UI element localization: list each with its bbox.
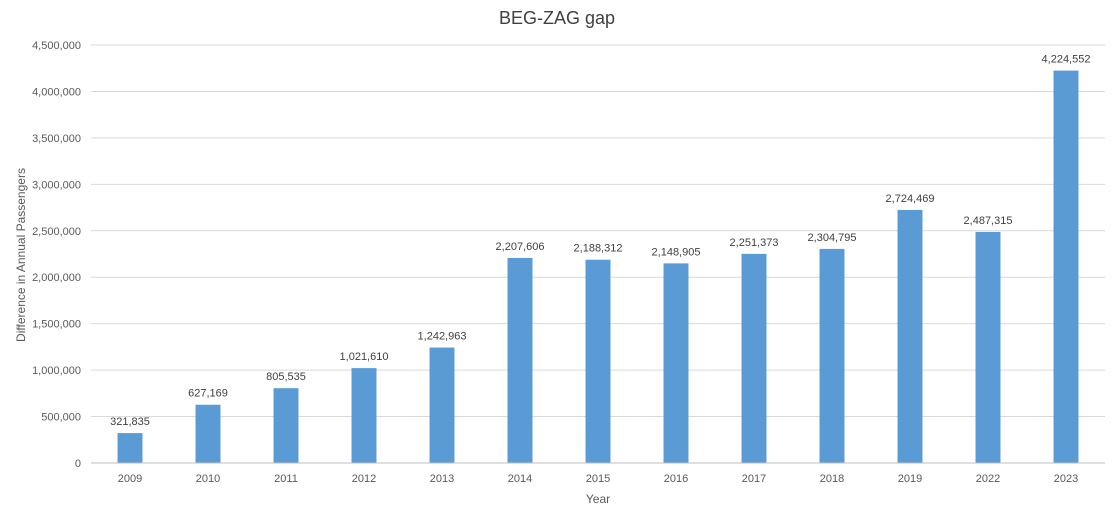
x-tick-label: 2015	[586, 473, 610, 485]
y-tick-label: 2,500,000	[32, 226, 81, 238]
bar	[1053, 70, 1079, 463]
data-label: 4,224,552	[1042, 54, 1091, 66]
data-label: 321,835	[110, 416, 150, 428]
y-tick-label: 3,000,000	[32, 179, 81, 191]
data-label: 2,207,606	[496, 241, 545, 253]
y-tick-label: 500,000	[41, 412, 81, 424]
bar	[507, 257, 533, 463]
y-axis-ticks: 0 500,000 1,000,000 1,500,000 2,000,000 2,500…	[32, 40, 81, 470]
data-label: 2,487,315	[964, 215, 1013, 227]
y-tick-label: 3,500,000	[32, 133, 81, 145]
data-label: 2,148,905	[652, 246, 701, 258]
bar	[819, 248, 845, 463]
bar	[741, 253, 767, 463]
x-tick-label: 2022	[976, 473, 1000, 485]
y-tick-label: 0	[75, 458, 81, 470]
y-axis-label: Difference in Annual Passengers	[14, 168, 28, 342]
bar	[351, 368, 377, 463]
chart-title: BEG-ZAG gap	[499, 8, 615, 28]
x-tick-label: 2014	[508, 473, 532, 485]
bar	[897, 209, 923, 463]
x-axis-label: Year	[586, 492, 610, 506]
x-tick-label: 2019	[898, 473, 922, 485]
bar	[663, 263, 689, 463]
x-tick-label: 2013	[430, 473, 454, 485]
bar	[429, 347, 455, 463]
bar	[273, 388, 299, 463]
data-label: 2,724,469	[886, 193, 935, 205]
y-tick-label: 4,000,000	[32, 86, 81, 98]
x-tick-label: 2023	[1054, 473, 1078, 485]
x-tick-label: 2011	[274, 473, 298, 485]
y-tick-label: 4,500,000	[32, 40, 81, 52]
data-label: 1,242,963	[418, 331, 467, 343]
data-label: 805,535	[266, 371, 306, 383]
y-tick-label: 2,000,000	[32, 272, 81, 284]
bars	[117, 70, 1079, 463]
x-tick-label: 2018	[820, 473, 844, 485]
data-label: 2,251,373	[730, 237, 779, 249]
x-axis-ticks: 2009 2010 2011 2012 2013 2014 2015 2016 2017 2018…	[118, 473, 1078, 485]
x-tick-label: 2009	[118, 473, 142, 485]
gridlines	[91, 44, 1105, 418]
x-tick-label: 2016	[664, 473, 688, 485]
y-tick-label: 1,000,000	[32, 365, 81, 377]
x-tick-label: 2017	[742, 473, 766, 485]
data-label: 2,188,312	[574, 243, 623, 255]
x-tick-label: 2012	[352, 473, 376, 485]
y-tick-label: 1,500,000	[32, 319, 81, 331]
data-labels: 321,835 627,169 805,535 1,021,610 1,242,963 2…	[110, 54, 1090, 429]
x-tick-label: 2010	[196, 473, 220, 485]
data-label: 627,169	[188, 388, 228, 400]
bar	[975, 231, 1001, 463]
bar	[585, 259, 611, 463]
bar	[117, 433, 143, 463]
data-label: 1,021,610	[340, 351, 389, 363]
data-label: 2,304,795	[808, 232, 857, 244]
bar	[195, 404, 221, 463]
